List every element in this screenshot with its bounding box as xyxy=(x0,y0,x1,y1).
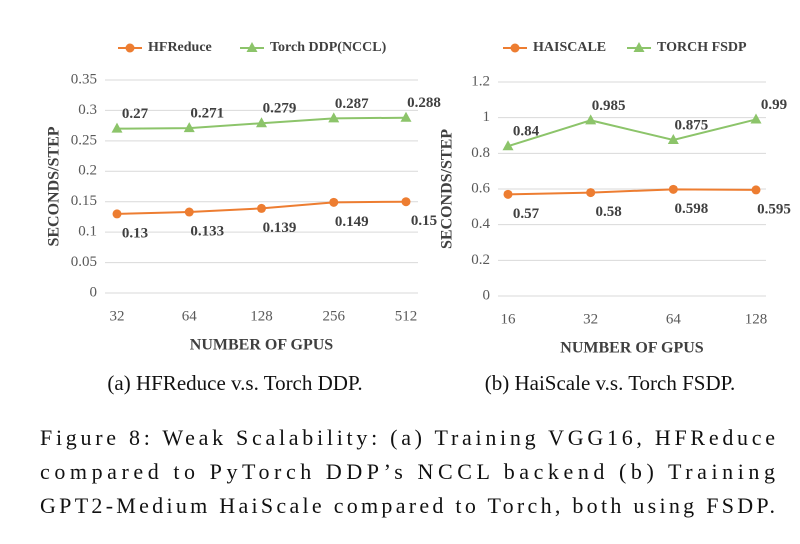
data-label: 0.15 xyxy=(411,213,437,229)
x-axis-title: NUMBER OF GPUS xyxy=(190,337,334,354)
series-line xyxy=(507,188,757,196)
y-tick-label: 0 xyxy=(483,287,491,303)
y-tick-label: 1.2 xyxy=(471,73,490,89)
legend-label: HAISCALE xyxy=(533,40,606,55)
legend-label: TORCH FSDP xyxy=(657,40,747,55)
legend-marker xyxy=(510,43,520,53)
data-label: 0.875 xyxy=(674,117,708,133)
y-axis-title: SECONDS/STEP xyxy=(46,126,63,246)
legend-marker xyxy=(125,43,135,53)
data-point xyxy=(257,203,266,213)
y-tick-label: 0.35 xyxy=(71,71,97,87)
y-tick-label: 0.3 xyxy=(78,102,97,118)
data-label: 0.57 xyxy=(513,206,540,222)
data-label: 0.99 xyxy=(761,97,787,113)
y-tick-label: 0.4 xyxy=(471,216,490,232)
data-point xyxy=(585,114,597,125)
data-point xyxy=(667,133,679,144)
y-tick-label: 0.6 xyxy=(471,180,490,196)
data-point xyxy=(329,197,339,207)
data-point xyxy=(328,112,340,123)
y-tick-label: 0.05 xyxy=(71,254,97,270)
data-label: 0.288 xyxy=(407,95,441,111)
data-label: 0.133 xyxy=(190,223,224,239)
legend-marker xyxy=(246,42,258,52)
data-point xyxy=(400,111,412,122)
data-point xyxy=(401,197,411,207)
data-point xyxy=(183,122,195,133)
data-label: 0.598 xyxy=(674,201,708,217)
data-label: 0.149 xyxy=(335,214,369,230)
data-point xyxy=(586,188,596,198)
data-label: 0.595 xyxy=(757,201,791,217)
legend-label: Torch DDP(NCCL) xyxy=(270,40,387,55)
x-tick-label: 32 xyxy=(583,311,598,327)
y-tick-label: 0.15 xyxy=(71,193,97,209)
x-tick-label: 32 xyxy=(110,308,125,324)
data-point xyxy=(668,184,678,194)
legend-label: HFReduce xyxy=(148,40,212,55)
figure-caption: compared to PyTorch DDP’s NCCL backend (… xyxy=(40,459,775,484)
data-point xyxy=(502,140,514,151)
data-label: 0.139 xyxy=(263,220,297,236)
y-tick-label: 1 xyxy=(483,109,491,125)
x-tick-label: 16 xyxy=(501,311,517,327)
x-axis-title: NUMBER OF GPUS xyxy=(560,340,704,357)
data-point xyxy=(184,207,194,217)
subcaption: (b) HaiScale v.s. Torch FSDP. xyxy=(485,371,736,395)
y-tick-label: 0.2 xyxy=(471,252,490,268)
subcaption: (a) HFReduce v.s. Torch DDP. xyxy=(107,371,362,395)
data-point xyxy=(751,185,761,195)
x-tick-label: 128 xyxy=(250,308,273,324)
legend-marker xyxy=(633,42,645,52)
figure-caption: Figure 8: Weak Scalability: (a) Training… xyxy=(40,425,775,450)
data-point xyxy=(256,117,267,128)
data-point xyxy=(111,122,123,133)
figure-caption: GPT2-Medium HaiScale compared to Torch, … xyxy=(40,493,775,518)
x-tick-label: 256 xyxy=(323,308,346,324)
x-tick-label: 128 xyxy=(745,311,768,327)
x-tick-label: 512 xyxy=(395,308,418,324)
y-tick-label: 0.1 xyxy=(78,224,97,240)
data-label: 0.58 xyxy=(596,204,622,220)
x-tick-label: 64 xyxy=(182,308,198,324)
data-label: 0.985 xyxy=(592,98,626,114)
y-tick-label: 0.8 xyxy=(471,145,490,161)
y-tick-label: 0.2 xyxy=(78,163,97,179)
data-label: 0.271 xyxy=(190,106,224,122)
data-point xyxy=(112,209,122,219)
data-label: 0.279 xyxy=(263,101,297,117)
data-label: 0.27 xyxy=(122,106,149,122)
data-label: 0.13 xyxy=(122,225,148,241)
x-tick-label: 64 xyxy=(666,311,682,327)
series-line xyxy=(507,118,757,148)
y-tick-label: 0 xyxy=(90,284,98,300)
data-label: 0.287 xyxy=(335,96,369,112)
y-axis-title: SECONDS/STEP xyxy=(439,129,456,249)
data-point xyxy=(750,113,762,124)
data-point xyxy=(503,189,513,199)
y-tick-label: 0.25 xyxy=(71,132,97,148)
data-label: 0.84 xyxy=(513,124,540,140)
